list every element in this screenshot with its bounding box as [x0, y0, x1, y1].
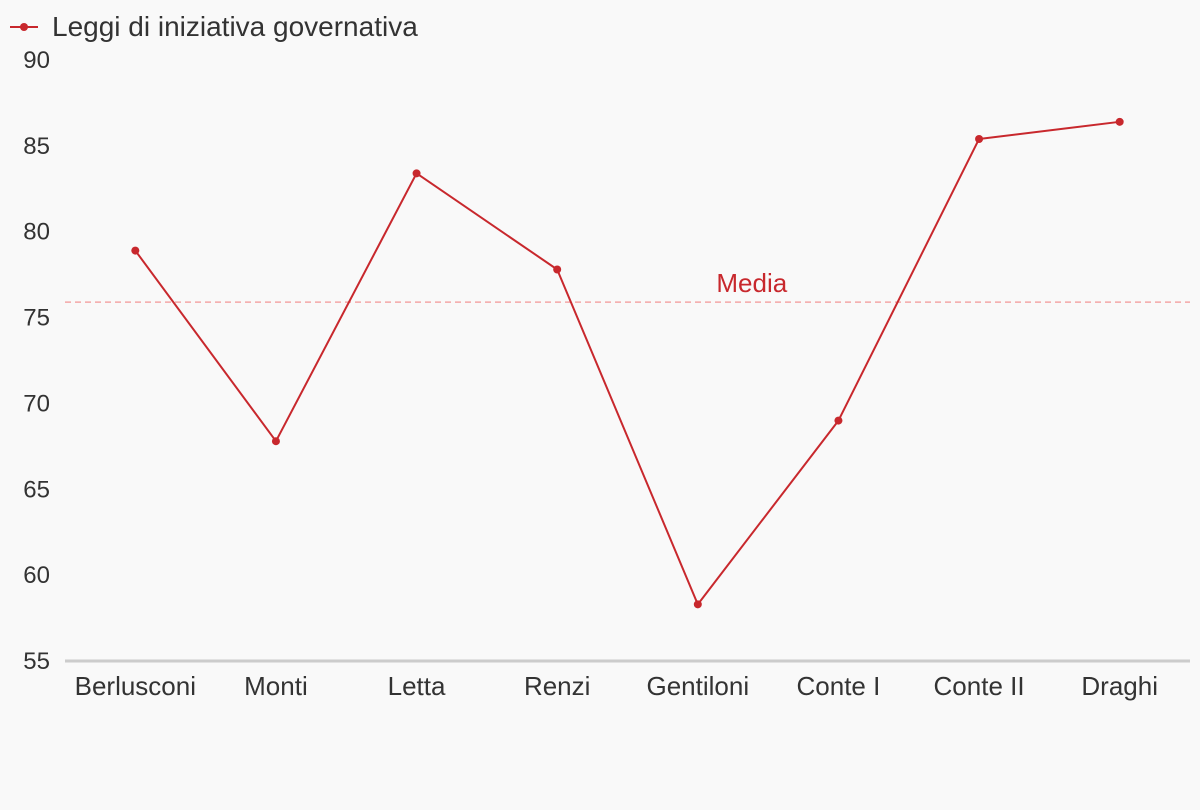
x-axis: Berlusconi Monti Letta Renzi Gentiloni Conte …: [65, 659, 1190, 701]
reference-line-label: Media: [716, 268, 787, 298]
data-point-berlusconi[interactable]: [131, 246, 140, 255]
data-point-conte-i[interactable]: [834, 416, 843, 425]
y-tick-label-70: 70: [23, 390, 50, 417]
y-tick-label-75: 75: [23, 305, 50, 332]
data-point-gentiloni[interactable]: [693, 600, 702, 609]
reference-line-group: Media: [65, 268, 1190, 303]
y-tick-label-55: 55: [23, 648, 50, 675]
y-tick-label-60: 60: [23, 562, 50, 589]
y-tick-label-85: 85: [23, 133, 50, 160]
y-tick-label-80: 80: [23, 219, 50, 246]
x-tick-label-0: Berlusconi: [75, 671, 196, 701]
x-tick-label-5: Conte I: [797, 671, 881, 701]
y-tick-label-65: 65: [23, 476, 50, 503]
x-tick-label-7: Draghi: [1081, 671, 1158, 701]
y-tick-label-90: 90: [23, 47, 50, 74]
y-axis: 55 60 65 70 75 80 85 90: [23, 47, 50, 675]
data-point-renzi[interactable]: [553, 265, 562, 274]
x-tick-label-2: Letta: [388, 671, 446, 701]
legend: Leggi di iniziativa governativa: [10, 11, 418, 42]
legend-dot-marker: [20, 23, 28, 31]
data-point-monti[interactable]: [271, 437, 280, 446]
x-tick-label-6: Conte II: [934, 671, 1025, 701]
x-tick-label-4: Gentiloni: [647, 671, 750, 701]
series-group: [131, 117, 1124, 609]
x-tick-label-1: Monti: [244, 671, 308, 701]
legend-label: Leggi di iniziativa governativa: [52, 11, 418, 42]
data-point-letta[interactable]: [412, 169, 421, 178]
x-tick-label-3: Renzi: [524, 671, 590, 701]
series-line: [134, 120, 1120, 606]
data-point-draghi[interactable]: [1115, 117, 1124, 126]
data-point-conte-ii[interactable]: [975, 134, 984, 143]
